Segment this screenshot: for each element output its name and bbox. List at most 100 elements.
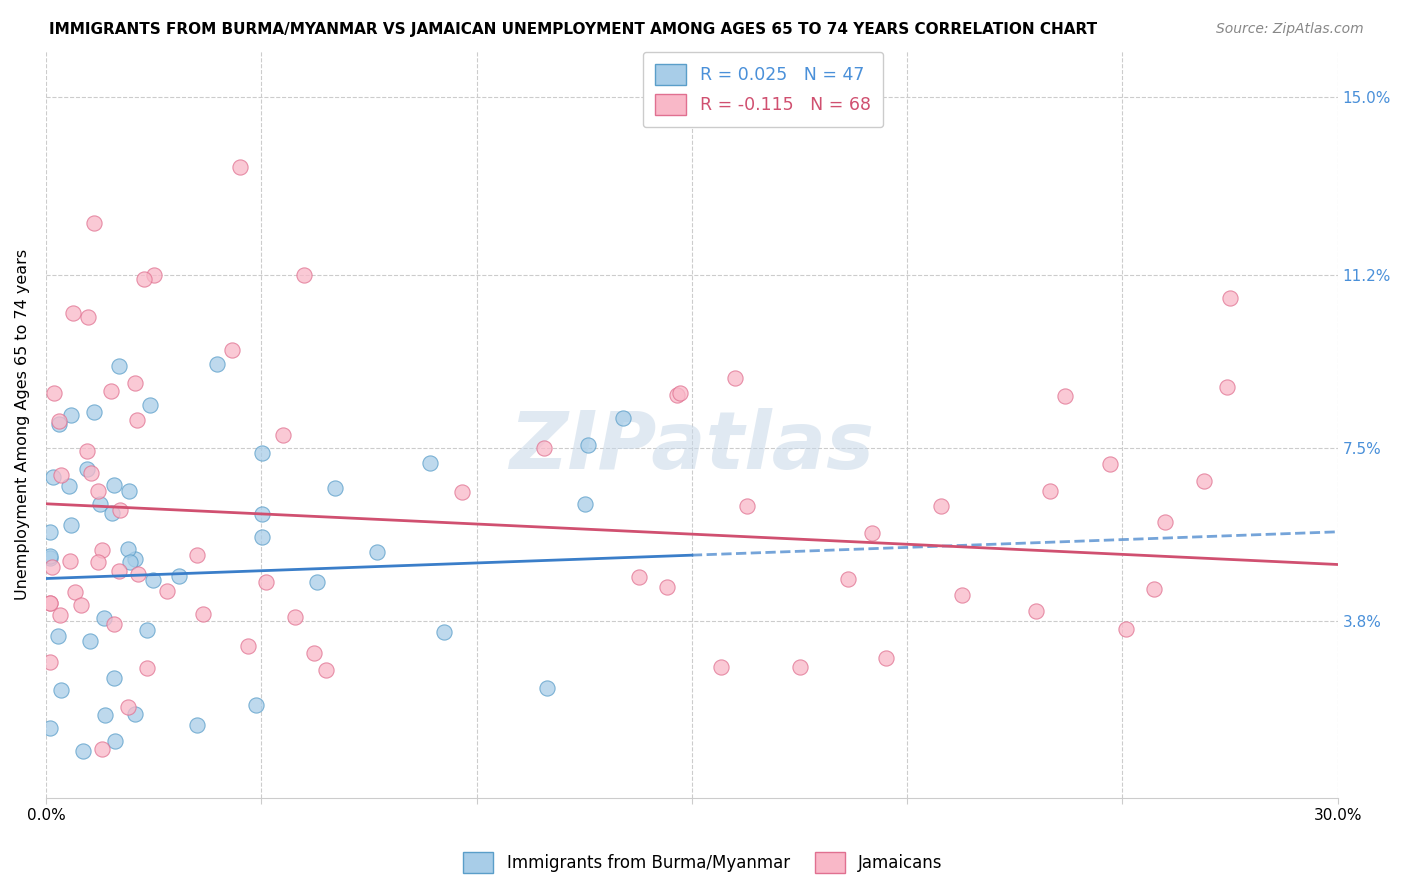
Point (76, 444, 98, 458)
Point (254, 575, 277, 590)
Point (1216, 380, 1239, 394)
Point (186, 548, 208, 562)
Point (292, 268, 315, 282)
Point (323, 481, 346, 495)
Point (48, 414, 70, 428)
Point (612, 410, 634, 425)
Point (125, 413, 148, 427)
Point (536, 681, 558, 696)
Point (49, 467, 72, 482)
Point (39, 525, 62, 540)
Point (433, 624, 456, 639)
Point (139, 398, 162, 412)
Point (250, 530, 273, 544)
Point (186, 718, 208, 732)
Point (207, 357, 229, 371)
Point (100, 384, 122, 399)
Point (245, 698, 267, 712)
Point (72, 744, 94, 758)
Point (1143, 582, 1166, 597)
Point (250, 445, 273, 459)
Point (127, 566, 149, 581)
Point (108, 564, 131, 578)
Point (59, 554, 82, 568)
Point (302, 646, 325, 660)
Point (284, 610, 307, 624)
Point (86, 556, 108, 570)
Point (837, 572, 859, 586)
Point (576, 438, 599, 452)
Point (315, 663, 337, 677)
Point (666, 388, 689, 402)
Point (59, 408, 82, 422)
Point (191, 607, 214, 622)
Point (62, 306, 84, 320)
Point (669, 385, 692, 400)
Point (49, 607, 72, 622)
Point (875, 651, 897, 665)
Point (724, 370, 747, 384)
Point (93, 611, 115, 625)
Point (789, 660, 811, 674)
Point (83, 216, 105, 230)
Point (39, 549, 62, 563)
Point (271, 428, 294, 442)
Point (1154, 515, 1177, 529)
Point (49, 683, 72, 698)
Point (1219, 291, 1241, 305)
Point (1054, 389, 1077, 403)
Point (108, 503, 131, 517)
Point (118, 483, 141, 498)
Point (104, 734, 127, 748)
Point (1192, 475, 1215, 489)
Point (42, 385, 65, 400)
Point (221, 343, 243, 357)
Point (120, 555, 142, 569)
Point (307, 574, 329, 589)
Point (79, 634, 101, 648)
Point (103, 671, 125, 685)
Point (250, 507, 273, 521)
Point (39, 550, 62, 565)
Point (46, 629, 69, 643)
Text: ZIPatlas: ZIPatlas (509, 408, 875, 486)
Point (533, 441, 555, 455)
Point (39, 655, 62, 669)
Point (80, 466, 103, 480)
Point (1039, 483, 1062, 498)
Point (156, 583, 179, 598)
Point (451, 484, 474, 499)
Point (101, 506, 124, 520)
Point (124, 551, 146, 566)
Point (929, 499, 952, 513)
Point (950, 588, 973, 602)
Point (142, 268, 165, 282)
Legend: R = 0.025   N = 47, R = -0.115   N = 68: R = 0.025 N = 47, R = -0.115 N = 68 (643, 52, 883, 128)
Text: IMMIGRANTS FROM BURMA/MYANMAR VS JAMAICAN UNEMPLOYMENT AMONG AGES 65 TO 74 YEARS: IMMIGRANTS FROM BURMA/MYANMAR VS JAMAICA… (49, 22, 1097, 37)
Point (70, 599, 93, 613)
Y-axis label: Unemployment Among Ages 65 to 74 years: Unemployment Among Ages 65 to 74 years (15, 249, 30, 600)
Point (136, 661, 159, 675)
Point (1025, 604, 1047, 618)
Point (76, 310, 98, 324)
Point (167, 569, 190, 583)
Point (87, 484, 110, 499)
Point (132, 271, 155, 285)
Point (574, 497, 596, 511)
Point (142, 574, 165, 588)
Point (737, 499, 759, 513)
Point (117, 541, 139, 556)
Point (41, 559, 63, 574)
Point (655, 580, 678, 594)
Point (124, 706, 146, 721)
Point (238, 639, 260, 653)
Point (60, 518, 83, 533)
Point (76, 462, 98, 476)
Point (108, 359, 131, 373)
Point (39, 596, 62, 610)
Point (860, 526, 883, 541)
Point (419, 456, 441, 470)
Text: Source: ZipAtlas.com: Source: ZipAtlas.com (1216, 22, 1364, 37)
Legend: Immigrants from Burma/Myanmar, Jamaicans: Immigrants from Burma/Myanmar, Jamaicans (457, 846, 949, 880)
Point (89, 497, 111, 511)
